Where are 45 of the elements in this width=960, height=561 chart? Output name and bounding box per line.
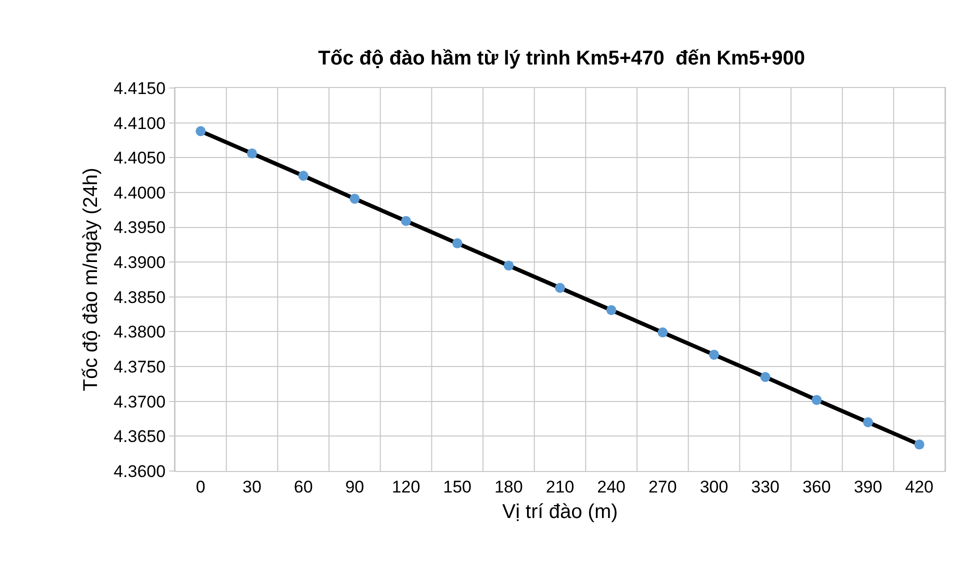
point [350, 194, 360, 204]
chart-title: Tốc độ đào hầm từ lý trình Km5+470 đến Km5+900 [318, 47, 806, 70]
x-tick-label: 90 [345, 477, 364, 496]
point [504, 260, 514, 271]
y-tick-label: 4.4000 [114, 183, 166, 202]
x-tick-label: 300 [700, 477, 728, 496]
point [914, 440, 924, 450]
x-tick-label: 360 [802, 477, 831, 496]
x-tick-label: 240 [597, 477, 626, 496]
point [760, 372, 770, 382]
y-tick-label: 4.3800 [114, 322, 166, 342]
point [401, 216, 411, 226]
x-tick-label: 390 [854, 477, 882, 496]
y-tick-label: 4.3700 [114, 392, 166, 412]
x-tick-label: 60 [294, 477, 313, 496]
point [863, 417, 873, 428]
point [298, 170, 308, 181]
y-tick-label: 4.4100 [114, 114, 166, 133]
x-tick-label: 120 [392, 477, 420, 496]
y-tick-label: 4.3650 [114, 427, 166, 446]
x-tick-label: 420 [905, 477, 934, 496]
point [196, 126, 206, 136]
x-tick-label: 270 [648, 477, 677, 496]
y-tick-label: 4.3950 [114, 218, 166, 238]
point [658, 327, 668, 338]
point [709, 350, 719, 360]
y-axis-title: Tốc độ đào m/ngày (24h) [80, 168, 102, 392]
x-tick-label: 180 [494, 477, 523, 496]
point [812, 394, 822, 405]
y-tick-label: 4.3600 [114, 462, 166, 481]
point [555, 282, 565, 293]
y-tick-label: 4.3750 [114, 358, 166, 376]
x-tick-label: 330 [751, 477, 780, 496]
y-tick-label: 4.3900 [114, 253, 166, 272]
y-tick-label: 4.4150 [114, 78, 166, 98]
x-axis-title: Vị trí đào (m) [502, 500, 618, 523]
y-tick-label: 4.4050 [114, 148, 166, 168]
x-tick-label: 30 [242, 477, 262, 496]
point [452, 238, 462, 248]
point [606, 305, 616, 316]
x-tick-label: 150 [443, 477, 472, 496]
y-tick-label: 4.3850 [114, 288, 166, 307]
x-tick-label: 210 [546, 477, 574, 496]
x-tick-label: 0 [196, 477, 206, 496]
point [247, 148, 257, 158]
